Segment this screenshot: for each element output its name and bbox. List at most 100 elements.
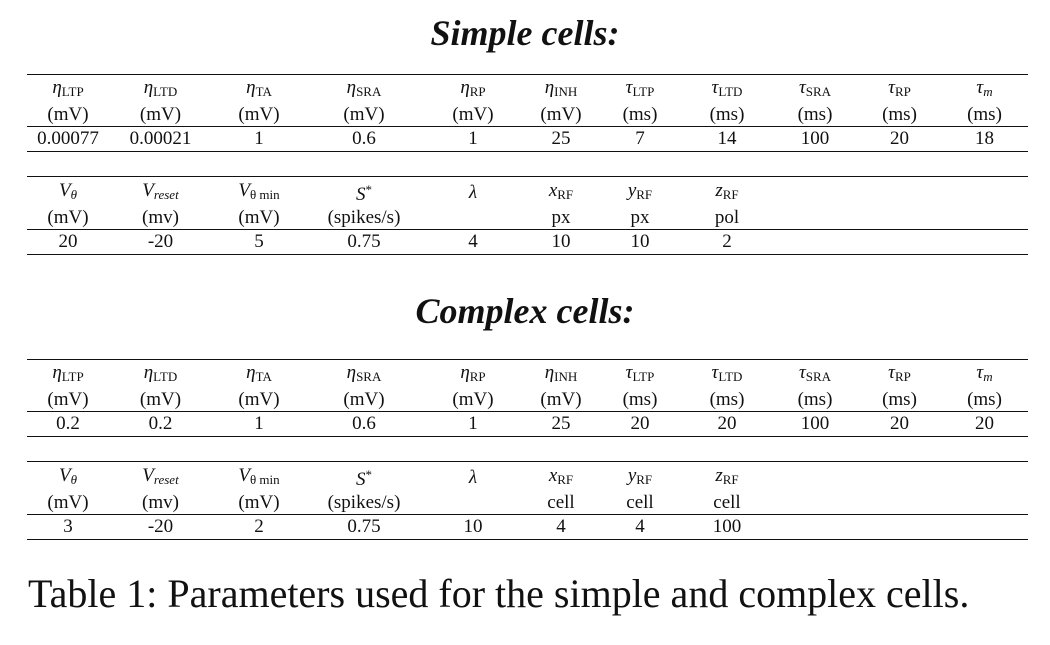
parameter-symbol: τLTD	[711, 362, 743, 384]
parameter-value: 25	[524, 411, 598, 437]
parameter-unit: (ms)	[622, 104, 658, 125]
parameter-symbol: ηINH	[544, 362, 578, 384]
parameter-symbol: ηSRA	[346, 77, 382, 99]
parameter-symbol: Vθ	[59, 464, 77, 487]
parameter-unit: cell	[547, 492, 575, 513]
parameter-symbol	[858, 177, 941, 208]
parameter-unit: pol	[714, 207, 740, 228]
parameter-value: 4	[598, 514, 682, 540]
parameter-value	[858, 229, 941, 255]
parameter-unit: (mV)	[47, 389, 89, 410]
parameter-symbol: τLTP	[625, 362, 655, 384]
parameter-unit: (mV)	[540, 389, 582, 410]
parameter-value: 1	[422, 411, 524, 437]
parameter-symbol: τRP	[888, 77, 911, 99]
parameter-value: 0.2	[27, 411, 109, 437]
simple-cells-table-2: Vθ Vreset Vθ min S* λ xRF yRF zRF (mV) (mv) (mV) (s…	[27, 176, 1028, 255]
parameter-value: 0.75	[306, 229, 422, 255]
parameter-symbol: ηINH	[544, 77, 578, 99]
parameter-value: 1	[212, 126, 306, 152]
parameter-value: 0.6	[306, 126, 422, 152]
parameter-unit: (mV)	[139, 104, 182, 125]
parameter-unit: px	[630, 207, 650, 228]
parameter-symbol	[858, 462, 941, 493]
parameter-unit: (mV)	[47, 104, 89, 125]
complex-cells-table-2: Vθ Vreset Vθ min S* λ xRF yRF zRF (mV) (mv) (mV) (s…	[27, 461, 1028, 540]
parameter-unit	[941, 492, 1028, 515]
complex-cells-title: Complex cells:	[415, 291, 635, 331]
parameter-unit: (mv)	[142, 207, 179, 228]
parameter-symbol: S*	[356, 467, 372, 490]
parameter-symbol: λ	[468, 466, 478, 488]
parameter-value: 20	[941, 411, 1028, 437]
parameter-symbol: ηSRA	[346, 362, 382, 384]
parameter-unit: (spikes/s)	[327, 207, 401, 228]
parameter-symbol: xRF	[548, 179, 574, 202]
parameter-symbol: τRP	[888, 362, 911, 384]
parameter-symbol: τm	[976, 362, 993, 384]
parameter-value: 20	[27, 229, 109, 255]
parameter-unit: (mV)	[452, 104, 494, 125]
parameter-symbol: yRF	[627, 179, 653, 202]
parameter-value: 7	[598, 126, 682, 152]
parameter-value: 14	[682, 126, 772, 152]
parameter-unit: (mV)	[47, 492, 89, 513]
parameter-value: -20	[109, 229, 212, 255]
parameter-symbol: Vreset	[142, 179, 179, 202]
parameter-value: 2	[212, 514, 306, 540]
parameter-unit: (mV)	[343, 389, 385, 410]
parameter-value	[772, 514, 858, 540]
parameter-symbol	[772, 462, 858, 493]
parameter-unit	[772, 207, 858, 230]
parameter-symbol: ηLTP	[52, 77, 84, 99]
parameter-symbol: zRF	[715, 464, 739, 487]
parameter-symbol: ηRP	[460, 362, 486, 384]
parameter-unit	[422, 492, 524, 515]
parameter-symbol: Vθ min	[238, 179, 280, 202]
parameter-unit: cell	[626, 492, 654, 513]
parameter-value: 0.00077	[27, 126, 109, 152]
parameter-symbol: Vθ	[59, 179, 77, 202]
parameter-unit: (ms)	[967, 389, 1002, 410]
parameter-unit: (mV)	[452, 389, 494, 410]
parameter-symbol: ηLTD	[143, 77, 178, 99]
parameter-unit: (mV)	[238, 492, 280, 513]
parameter-symbol: ηLTP	[52, 362, 84, 384]
parameter-value: 100	[682, 514, 772, 540]
parameter-symbol: τLTD	[711, 77, 743, 99]
parameter-unit: (mV)	[540, 104, 582, 125]
parameter-value: 1	[212, 411, 306, 437]
parameter-unit: (ms)	[622, 389, 658, 410]
parameter-unit: (mV)	[238, 389, 280, 410]
parameter-symbol	[941, 462, 1028, 493]
parameter-value: 0.2	[109, 411, 212, 437]
parameter-value: 4	[422, 229, 524, 255]
parameter-value: 18	[941, 126, 1028, 152]
parameter-unit: (mV)	[47, 207, 89, 228]
parameter-unit: (ms)	[709, 389, 745, 410]
parameter-unit	[858, 492, 941, 515]
parameter-symbol: ηLTD	[143, 362, 178, 384]
parameter-unit	[422, 207, 524, 230]
parameter-value: 2	[682, 229, 772, 255]
parameter-symbol: τLTP	[625, 77, 655, 99]
parameter-symbol: ηTA	[246, 362, 272, 384]
parameter-symbol: S*	[356, 182, 372, 205]
parameter-value: -20	[109, 514, 212, 540]
parameter-value: 0.6	[306, 411, 422, 437]
parameter-value: 25	[524, 126, 598, 152]
parameter-unit: (mV)	[343, 104, 385, 125]
simple-cells-title: Simple cells:	[430, 13, 620, 53]
parameter-value: 0.75	[306, 514, 422, 540]
parameter-symbol: λ	[468, 181, 478, 203]
table-caption: Table 1: Parameters used for the simple …	[28, 571, 970, 616]
parameter-value: 1	[422, 126, 524, 152]
parameter-symbol: zRF	[715, 179, 739, 202]
parameter-symbol: Vreset	[142, 464, 179, 487]
parameter-value: 4	[524, 514, 598, 540]
parameter-symbol	[772, 177, 858, 208]
parameter-unit	[941, 207, 1028, 230]
parameter-symbol: ηRP	[460, 77, 486, 99]
parameter-value: 10	[524, 229, 598, 255]
parameter-symbol: τSRA	[798, 77, 832, 99]
